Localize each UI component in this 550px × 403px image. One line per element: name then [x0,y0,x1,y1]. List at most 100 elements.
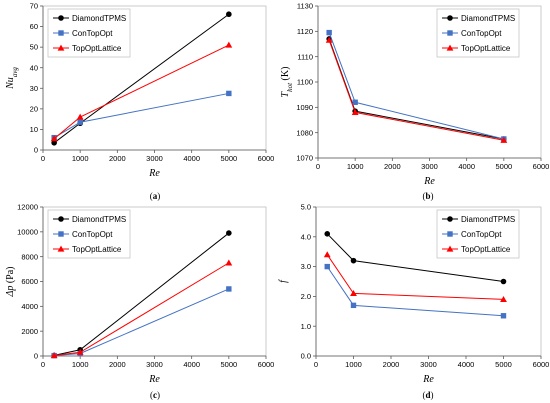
legend-marker [58,216,64,222]
y-tick-label: 1.0 [301,322,311,331]
data-point-TopOptLattice [351,109,359,115]
y-axis-label: f [278,279,289,283]
data-point-ConTopOpt [326,29,332,36]
y-tick-label: 1100 [297,78,313,87]
y-tick-label: 0 [34,146,38,155]
y-tick-label: 1120 [297,27,313,36]
data-point-DiamondTPMS [226,230,232,236]
x-axis-label: Re [423,176,435,187]
series-line-ConTopOpt [54,288,230,357]
legend-entry: TopOptLattice [461,245,511,254]
legend: DiamondTPMS ConTopOpt TopOptLattice [47,209,131,259]
data-point-TopOptLattice [225,41,233,48]
data-point-ConTopOpt [226,90,232,97]
data-point-ConTopOpt [324,263,330,270]
legend-entry: TopOptLattice [72,44,122,53]
x-tick-label: 4000 [183,154,200,163]
data-point-ConTopOpt [350,302,357,309]
x-tick-label: 5000 [495,162,512,171]
x-tick-label: 1000 [345,360,362,369]
legend-entry: DiamondTPMS [461,215,515,224]
y-tick-label: 10 [30,125,38,134]
x-tick-label: 4000 [458,162,475,171]
data-point-DiamondTPMS [226,11,232,18]
chart-panel-c: 0 1000 2000 3000 4000 5000 6000 0 2000 4000 6000 80… [5,203,274,400]
legend-entry: ConTopOpt [461,230,502,239]
y-tick-label: 1130 [297,2,313,11]
data-point-TopOptLattice [500,136,508,143]
x-tick-label: 3000 [146,360,163,369]
legend-entry: ConTopOpt [72,230,113,239]
y-tick-label: 20 [30,104,38,113]
x-tick-label: 5000 [220,360,237,369]
x-tick-label: 5000 [220,154,237,163]
y-tick-label: 2.0 [301,292,311,301]
data-point-DiamondTPMS [350,257,357,264]
legend-marker [447,216,453,222]
legend-marker [58,15,64,21]
legend: DiamondTPMS ConTopOpt TopOptLattice [436,209,520,259]
legend-marker [58,30,64,36]
x-tick-label: 3000 [421,162,438,171]
x-axis-label: Re [148,168,160,179]
legend-entry: ConTopOpt [72,29,113,38]
data-point-ConTopOpt [77,119,83,125]
panel-label: (c) [150,390,160,400]
y-axis-label: Thot (K) [280,67,294,98]
y-tick-label: 40 [30,63,38,72]
x-axis-label: Re [148,374,160,385]
y-tick-label: 6000 [21,277,38,286]
data-point-ConTopOpt [500,313,507,319]
y-tick-label: 1090 [296,103,313,112]
y-axis-label: Δp (Pa) [5,266,16,297]
x-tick-label: 4000 [183,360,200,369]
series-line-TopOptLattice [54,262,230,356]
panel-label: (d) [422,390,433,400]
y-tick-label: 50 [30,43,38,52]
y-tick-label: 30 [30,84,38,93]
y-tick-label: 3.0 [301,262,311,271]
y-tick-label: 1070 [296,154,313,163]
data-point-TopOptLattice [76,113,84,120]
y-tick-label: 1080 [296,128,313,137]
x-tick-label: 0 [41,154,45,163]
data-point-TopOptLattice [76,348,84,355]
x-tick-label: 1000 [72,154,89,163]
data-point-DiamondTPMS [324,231,331,237]
x-tick-label: 3000 [146,154,163,163]
y-tick-label: 4.0 [301,232,311,241]
legend-entry: DiamondTPMS [72,14,126,23]
data-point-ConTopOpt [226,286,232,292]
data-point-TopOptLattice [325,36,333,43]
y-tick-label: 70 [30,2,38,11]
y-tick-label: 60 [30,22,38,31]
legend-marker [447,15,453,21]
x-tick-label: 0 [316,162,320,171]
x-tick-label: 6000 [533,162,550,171]
data-point-TopOptLattice [50,352,58,359]
legend-marker [446,245,454,252]
x-tick-label: 1000 [72,360,89,369]
y-tick-label: 0 [34,352,38,361]
y-tick-label: 5.0 [301,203,311,212]
x-tick-label: 5000 [495,360,512,369]
y-tick-label: 4000 [21,302,38,311]
x-tick-label: 2000 [384,162,401,171]
data-point-TopOptLattice [50,135,58,142]
legend-entry: DiamondTPMS [461,14,515,23]
y-tick-label: 10000 [17,227,38,236]
x-tick-label: 0 [314,360,318,369]
x-tick-label: 0 [41,360,45,369]
legend-marker [446,44,454,51]
x-tick-label: 2000 [109,154,126,163]
data-point-ConTopOpt [352,99,358,105]
x-tick-label: 1000 [347,162,364,171]
x-tick-label: 6000 [258,360,275,369]
legend-marker [57,245,65,252]
x-tick-label: 2000 [383,360,400,369]
data-point-DiamondTPMS [500,278,507,285]
panel-label: (b) [422,191,433,201]
legend: DiamondTPMS ConTopOpt TopOptLattice [47,8,131,58]
x-axis-label: Re [422,374,434,385]
